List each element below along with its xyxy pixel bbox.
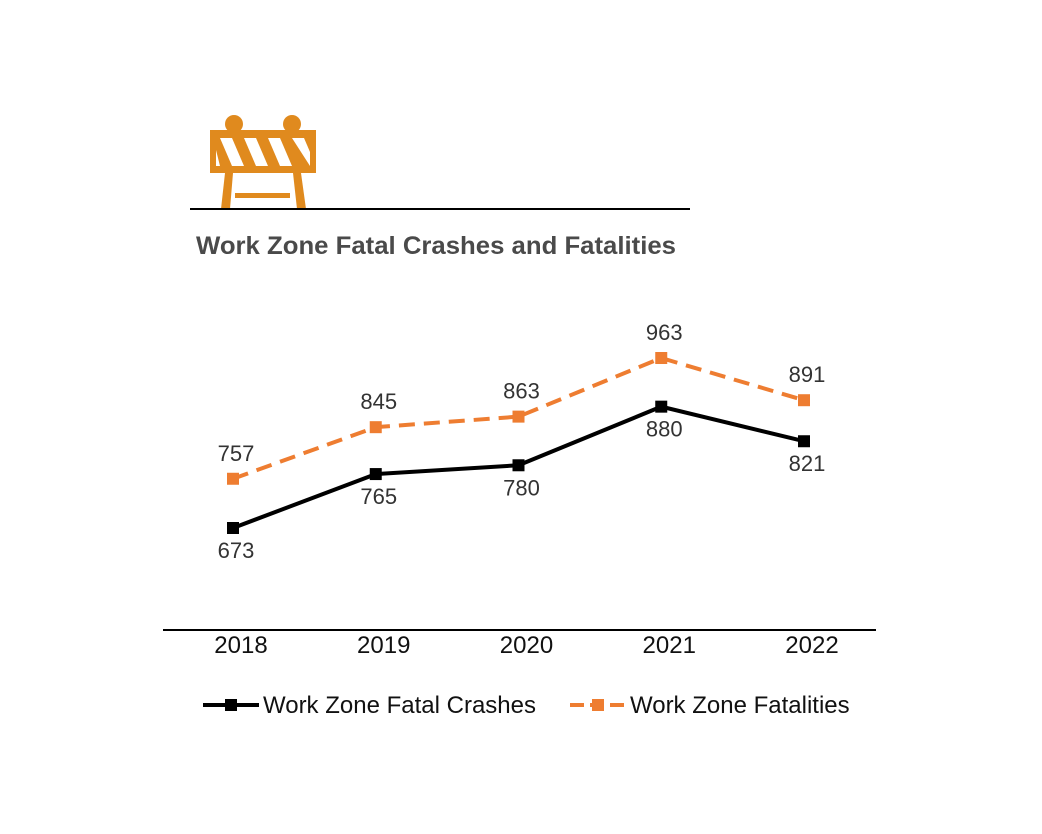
legend-label: Work Zone Fatalities — [630, 692, 850, 719]
legend: Work Zone Fatal Crashes Work Zone Fatalit… — [203, 692, 850, 719]
chart-title: Work Zone Fatal Crashes and Fatalities — [196, 232, 676, 260]
series-1: 757 845 863 963 891 — [218, 320, 826, 485]
legend-swatch-marker — [225, 699, 237, 711]
data-point — [512, 410, 525, 423]
data-point — [227, 472, 239, 485]
data-point — [655, 400, 668, 413]
data-point — [227, 522, 239, 534]
legend-label: Work Zone Fatal Crashes — [263, 692, 536, 719]
data-point — [369, 421, 382, 434]
data-point — [512, 459, 525, 472]
data-label: 673 — [218, 538, 255, 563]
data-label: 891 — [789, 362, 826, 387]
series-0: 673 765 780 880 821 — [218, 400, 826, 563]
x-tick-label: 2020 — [500, 632, 553, 659]
data-point — [655, 352, 668, 365]
data-point — [798, 394, 810, 407]
road-barricade-icon — [210, 115, 316, 209]
data-label: 780 — [503, 475, 540, 500]
data-point — [798, 435, 810, 448]
data-point — [369, 468, 382, 481]
x-tick-label: 2019 — [357, 632, 410, 659]
data-label: 880 — [646, 417, 683, 442]
series-line — [232, 355, 805, 481]
data-label: 765 — [360, 484, 397, 509]
legend-swatch-marker — [592, 699, 604, 711]
x-tick-label: 2022 — [785, 632, 838, 659]
x-tick-label: 2018 — [214, 632, 267, 659]
data-label: 845 — [360, 389, 397, 414]
data-label: 821 — [789, 451, 826, 476]
data-label: 963 — [646, 320, 683, 345]
data-label: 757 — [218, 441, 255, 466]
data-label: 863 — [503, 379, 540, 404]
x-tick-label: 2021 — [643, 632, 696, 659]
